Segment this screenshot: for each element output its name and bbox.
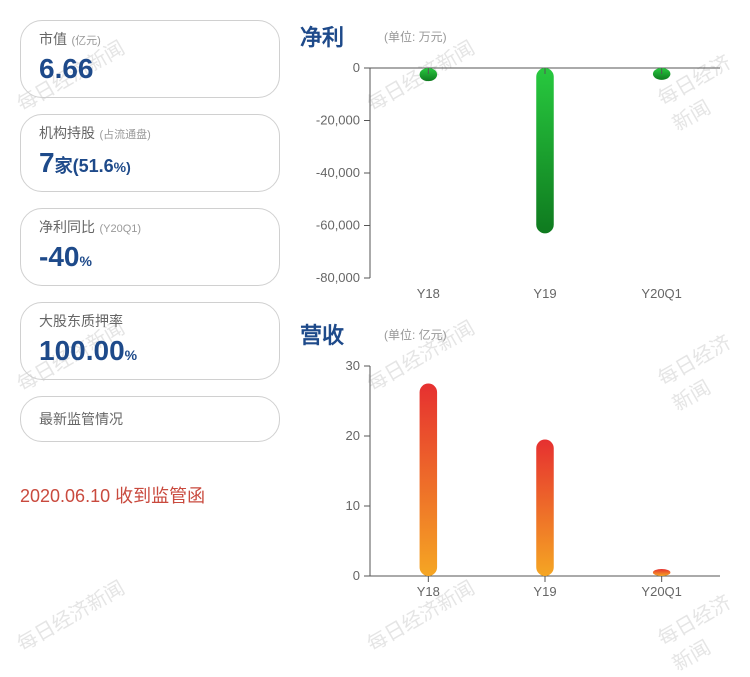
profit-chart-group: 净利 (单位: 万元) 0 -20,000 -40,000 -60,000 -80,00… [300, 20, 730, 308]
right-panel: 净利 (单位: 万元) 0 -20,000 -40,000 -60,000 -80,00… [300, 20, 730, 616]
svg-text:Y18: Y18 [417, 286, 440, 301]
market-cap-box: 市值 (亿元) 6.66 [20, 20, 280, 98]
revenue-chart-group: 营收 (单位: 亿元) 30 20 10 0 Y18 Y19 Y20Q1 [300, 318, 730, 606]
market-cap-label: 市值 [39, 31, 67, 47]
institution-pct: 51.6 [79, 156, 114, 176]
institution-box: 机构持股 (占流通盘) 7家(51.6%) [20, 114, 280, 192]
institution-count: 7 [39, 147, 55, 178]
pledge-box: 大股东质押率 100.00% [20, 302, 280, 380]
svg-text:-80,000: -80,000 [316, 270, 360, 285]
profit-yoy-num: -40 [39, 241, 79, 272]
profit-yoy-box: 净利同比 (Y20Q1) -40% [20, 208, 280, 286]
svg-text:Y20Q1: Y20Q1 [641, 584, 681, 599]
svg-text:-40,000: -40,000 [316, 165, 360, 180]
profit-yoy-label-sub: (Y20Q1) [99, 223, 141, 235]
profit-yoy-value: -40% [39, 241, 261, 273]
profit-chart-title: 净利 [300, 20, 344, 52]
svg-text:Y19: Y19 [533, 584, 556, 599]
pledge-num: 100.00 [39, 335, 125, 366]
regulation-label: 最新监管情况 [39, 411, 123, 427]
institution-tail: %) [114, 159, 131, 175]
pledge-label: 大股东质押率 [39, 313, 123, 329]
svg-text:10: 10 [346, 498, 360, 513]
profit-yoy-label: 净利同比 [39, 219, 95, 235]
svg-text:Y18: Y18 [417, 584, 440, 599]
market-cap-label-sub: (亿元) [71, 35, 100, 47]
left-panel: 市值 (亿元) 6.66 机构持股 (占流通盘) 7家(51.6%) 净利同比 … [20, 20, 300, 616]
revenue-chart: 30 20 10 0 Y18 Y19 Y20Q1 [300, 356, 730, 606]
institution-sub: 家( [55, 156, 79, 176]
profit-yoy-tail: % [79, 253, 91, 269]
svg-text:Y20Q1: Y20Q1 [641, 286, 681, 301]
svg-text:20: 20 [346, 428, 360, 443]
institution-value: 7家(51.6%) [39, 147, 261, 179]
svg-text:0: 0 [353, 60, 360, 75]
profit-chart-unit: (单位: 万元) [384, 28, 447, 45]
footer-text: 2020.06.10 收到监管函 [20, 482, 280, 508]
svg-text:0: 0 [353, 568, 360, 583]
regulation-box: 最新监管情况 [20, 396, 280, 442]
profit-chart: 0 -20,000 -40,000 -60,000 -80,000 Y18 Y19 Y20Q1 [300, 58, 730, 308]
svg-text:-20,000: -20,000 [316, 113, 360, 128]
svg-text:Y19: Y19 [533, 286, 556, 301]
market-cap-value: 6.66 [39, 53, 261, 85]
svg-text:-60,000: -60,000 [316, 218, 360, 233]
institution-label: 机构持股 [39, 125, 95, 141]
revenue-chart-title: 营收 [300, 318, 344, 350]
pledge-value: 100.00% [39, 335, 261, 367]
revenue-chart-unit: (单位: 亿元) [384, 326, 447, 343]
institution-label-sub: (占流通盘) [99, 129, 150, 141]
svg-text:30: 30 [346, 358, 360, 373]
pledge-tail: % [125, 347, 137, 363]
